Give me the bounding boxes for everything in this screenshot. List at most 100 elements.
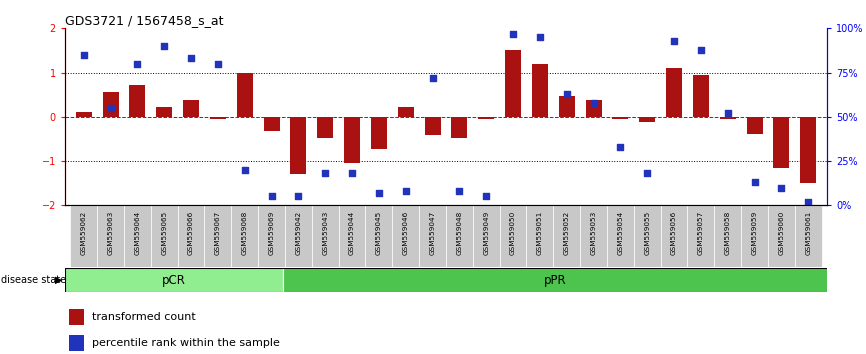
Bar	[607, 205, 634, 267]
Bar	[204, 205, 231, 267]
Point	[426, 75, 440, 81]
Point	[533, 34, 546, 40]
Text: pCR: pCR	[162, 274, 185, 286]
Bar	[392, 205, 419, 267]
Point	[131, 61, 145, 67]
Bar	[505, 51, 521, 117]
Text: GSM559048: GSM559048	[456, 210, 462, 255]
Bar	[693, 75, 709, 117]
Bar	[666, 68, 682, 117]
Bar	[688, 205, 714, 267]
Text: GSM559052: GSM559052	[564, 210, 570, 255]
Bar	[773, 117, 790, 168]
Point	[399, 188, 413, 194]
Bar	[178, 205, 204, 267]
Bar	[661, 205, 688, 267]
Bar	[714, 205, 741, 267]
Bar	[290, 117, 307, 175]
Point	[238, 167, 252, 173]
Bar	[424, 117, 441, 136]
Text: GSM559065: GSM559065	[161, 210, 167, 255]
Text: GSM559053: GSM559053	[591, 210, 597, 255]
Point	[747, 179, 761, 185]
Bar	[70, 205, 97, 267]
Text: GSM559066: GSM559066	[188, 210, 194, 255]
Bar	[720, 117, 736, 119]
Bar	[741, 205, 768, 267]
Bar	[478, 117, 494, 119]
Text: GSM559061: GSM559061	[805, 210, 811, 255]
Bar	[451, 117, 468, 138]
Bar	[585, 100, 602, 117]
Bar	[371, 117, 387, 149]
Text: disease state: disease state	[1, 275, 66, 285]
Point	[559, 91, 573, 97]
Point	[104, 105, 118, 111]
Text: GSM559063: GSM559063	[107, 210, 113, 255]
Text: GSM559064: GSM559064	[134, 210, 140, 255]
Text: GSM559069: GSM559069	[268, 210, 275, 255]
Bar	[639, 117, 656, 122]
Text: GSM559057: GSM559057	[698, 210, 704, 255]
Text: GSM559068: GSM559068	[242, 210, 248, 255]
Text: GSM559067: GSM559067	[215, 210, 221, 255]
Point	[801, 199, 815, 205]
Point	[479, 194, 493, 199]
Bar	[317, 117, 333, 138]
Bar	[258, 205, 285, 267]
Bar	[527, 205, 553, 267]
Text: GSM559062: GSM559062	[81, 210, 87, 255]
Bar	[446, 205, 473, 267]
Bar	[365, 205, 392, 267]
Text: GSM559047: GSM559047	[430, 210, 436, 255]
Point	[319, 171, 333, 176]
Point	[640, 171, 654, 176]
Text: pPR: pPR	[544, 274, 566, 286]
Text: GSM559043: GSM559043	[322, 210, 328, 255]
Bar	[768, 205, 795, 267]
Text: GSM559058: GSM559058	[725, 210, 731, 255]
Point	[694, 47, 708, 52]
Point	[265, 194, 279, 199]
Point	[774, 185, 788, 190]
Bar	[285, 205, 312, 267]
Bar	[102, 92, 119, 117]
Text: GSM559045: GSM559045	[376, 210, 382, 255]
Bar	[236, 73, 253, 117]
Text: GSM559059: GSM559059	[752, 210, 758, 255]
Bar	[580, 205, 607, 267]
Point	[292, 194, 306, 199]
Text: GSM559042: GSM559042	[295, 210, 301, 255]
Point	[77, 52, 91, 58]
Bar	[129, 85, 145, 117]
Bar	[339, 205, 365, 267]
Bar	[68, 309, 84, 325]
Text: GSM559060: GSM559060	[779, 210, 785, 255]
Bar	[156, 107, 172, 117]
Text: GSM559050: GSM559050	[510, 210, 516, 255]
Bar	[263, 117, 280, 131]
Bar	[151, 205, 178, 267]
Bar	[68, 336, 84, 351]
Bar	[500, 205, 527, 267]
Bar	[532, 64, 548, 117]
Bar	[612, 117, 629, 119]
Text: GSM559044: GSM559044	[349, 210, 355, 255]
Bar	[124, 205, 151, 267]
Text: percentile rank within the sample: percentile rank within the sample	[92, 338, 280, 348]
Text: GSM559046: GSM559046	[403, 210, 409, 255]
Text: transformed count: transformed count	[92, 312, 196, 322]
Text: GSM559055: GSM559055	[644, 210, 650, 255]
Bar	[65, 268, 282, 292]
Point	[613, 144, 627, 150]
Point	[158, 43, 171, 49]
Text: GSM559051: GSM559051	[537, 210, 543, 255]
Bar	[634, 205, 661, 267]
Point	[586, 100, 600, 105]
Text: GSM559049: GSM559049	[483, 210, 489, 255]
Bar	[75, 113, 92, 117]
Text: GSM559056: GSM559056	[671, 210, 677, 255]
Bar	[231, 205, 258, 267]
Bar	[183, 100, 199, 117]
Bar	[312, 205, 339, 267]
